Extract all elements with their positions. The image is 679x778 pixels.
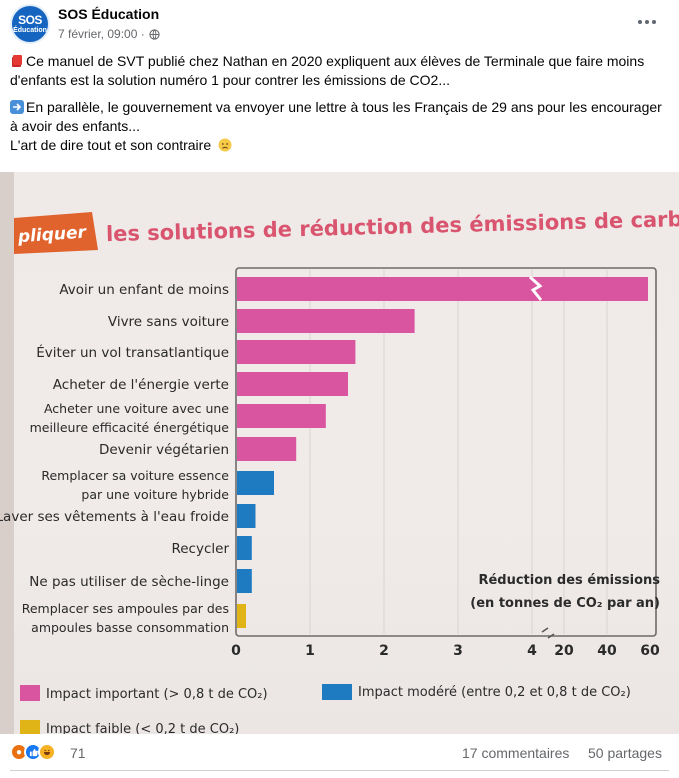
category-label: Ne pas utiliser de sèche-linge bbox=[29, 574, 229, 590]
chart-ticks: 0 1 2 3 4 20 40 60 bbox=[231, 627, 660, 659]
legend-label-high: Impact important (> 0,8 t de CO₂) bbox=[46, 687, 268, 702]
axis-break-mark bbox=[528, 275, 543, 301]
book-spine bbox=[0, 172, 14, 734]
reactions-bar: ● 71 17 commentaires 50 partages bbox=[0, 734, 679, 770]
x-tick-label: 2 bbox=[379, 643, 389, 659]
heading-badge-text: pliquer bbox=[16, 222, 88, 247]
category-label: Avoir un enfant de moins bbox=[59, 282, 229, 298]
arrow-right-icon bbox=[10, 100, 24, 114]
category-label: Recycler bbox=[171, 541, 229, 557]
avatar-text: SOS bbox=[18, 13, 42, 27]
worried-face-icon bbox=[218, 138, 232, 152]
category-label: Devenir végétarien bbox=[99, 442, 229, 458]
post-photo[interactable]: pliquer les solutions de réduction des é… bbox=[0, 172, 679, 734]
post-paragraph-2: En parallèle, le gouvernement va envoyer… bbox=[10, 99, 662, 134]
category-label: Vivre sans voiture bbox=[108, 314, 229, 330]
book-icon bbox=[12, 55, 22, 67]
shares-link[interactable]: 50 partages bbox=[588, 745, 662, 761]
chart-frame bbox=[235, 267, 657, 637]
chart-bar bbox=[237, 437, 297, 461]
reaction-icons[interactable]: ● bbox=[10, 743, 56, 761]
chart-bar bbox=[237, 277, 648, 301]
axis-title-line-1: Réduction des émissions bbox=[478, 573, 660, 588]
axis-title-line-2: (en tonnes de CO₂ par an) bbox=[470, 596, 660, 611]
avatar-subtext: Éducation bbox=[13, 27, 47, 34]
chart-photo: pliquer les solutions de réduction des é… bbox=[0, 172, 679, 734]
chart-bar bbox=[237, 309, 415, 333]
category-label: Remplacer ses ampoules par des bbox=[22, 601, 229, 616]
chart-grid bbox=[309, 270, 608, 634]
globe-icon bbox=[149, 28, 160, 40]
comments-link[interactable]: 17 commentaires bbox=[462, 745, 570, 761]
chart-bar bbox=[237, 604, 246, 628]
category-label: ampoules basse consommation bbox=[31, 620, 229, 635]
chart-bar bbox=[237, 471, 274, 495]
legend-swatch-low bbox=[20, 720, 40, 734]
category-label: meilleure efficacité énergétique bbox=[30, 420, 230, 435]
post-timestamp[interactable]: 7 février, 09:00 · bbox=[58, 27, 145, 41]
category-label: Éviter un vol transatlantique bbox=[36, 344, 229, 361]
chart-bar bbox=[237, 504, 256, 528]
legend-swatch-mid bbox=[322, 684, 352, 700]
category-label: par une voiture hybride bbox=[81, 487, 229, 502]
post-paragraph-3: L'art de dire tout et son contraire bbox=[10, 137, 212, 153]
legend-swatch-high bbox=[20, 685, 40, 701]
post-meta: 7 février, 09:00 · bbox=[58, 27, 160, 41]
x-tick-label: 4 bbox=[527, 643, 537, 659]
category-label: Laver ses vêtements à l'eau froide bbox=[0, 509, 229, 525]
x-tick-label: 20 bbox=[554, 643, 574, 659]
x-tick-label: 0 bbox=[231, 643, 241, 659]
chart-bar bbox=[237, 536, 252, 560]
haha-reaction-icon bbox=[38, 743, 56, 761]
page-avatar[interactable]: SOS Éducation bbox=[10, 4, 50, 44]
post-paragraph-1: Ce manuel de SVT publié chez Nathan en 2… bbox=[10, 53, 645, 88]
chart-bar bbox=[237, 404, 326, 428]
chart-heading: les solutions de réduction des émissions… bbox=[106, 207, 679, 246]
category-label: Acheter de l'énergie verte bbox=[53, 377, 229, 393]
axis-break-symbol bbox=[541, 627, 555, 639]
reaction-count[interactable]: 71 bbox=[70, 745, 86, 761]
chart-labels: Avoir un enfant de moins Vivre sans voitu… bbox=[0, 282, 229, 635]
more-options-icon[interactable] bbox=[635, 12, 659, 32]
chart-bar bbox=[237, 340, 356, 364]
x-tick-label: 3 bbox=[453, 643, 463, 659]
chart-bars bbox=[237, 275, 648, 628]
x-tick-label: 40 bbox=[597, 643, 617, 659]
page-name[interactable]: SOS Éducation bbox=[58, 6, 160, 22]
legend-label-low: Impact faible (< 0,2 t de CO₂) bbox=[46, 722, 239, 734]
x-tick-label: 1 bbox=[305, 643, 315, 659]
chart-bar bbox=[237, 569, 252, 593]
x-tick-label: 60 bbox=[640, 643, 660, 659]
category-label: Remplacer sa voiture essence bbox=[41, 468, 229, 483]
divider bbox=[10, 770, 669, 771]
heading-badge bbox=[14, 212, 98, 254]
post-text: Ce manuel de SVT publié chez Nathan en 2… bbox=[10, 52, 670, 163]
chart-plot-frame bbox=[235, 267, 657, 637]
category-label: Acheter une voiture avec une bbox=[44, 401, 229, 416]
chart-bar bbox=[237, 372, 348, 396]
legend-label-mid: Impact modéré (entre 0,2 et 0,8 t de CO₂… bbox=[358, 685, 631, 700]
post-header: SOS Éducation SOS Éducation 7 février, 0… bbox=[0, 0, 679, 50]
